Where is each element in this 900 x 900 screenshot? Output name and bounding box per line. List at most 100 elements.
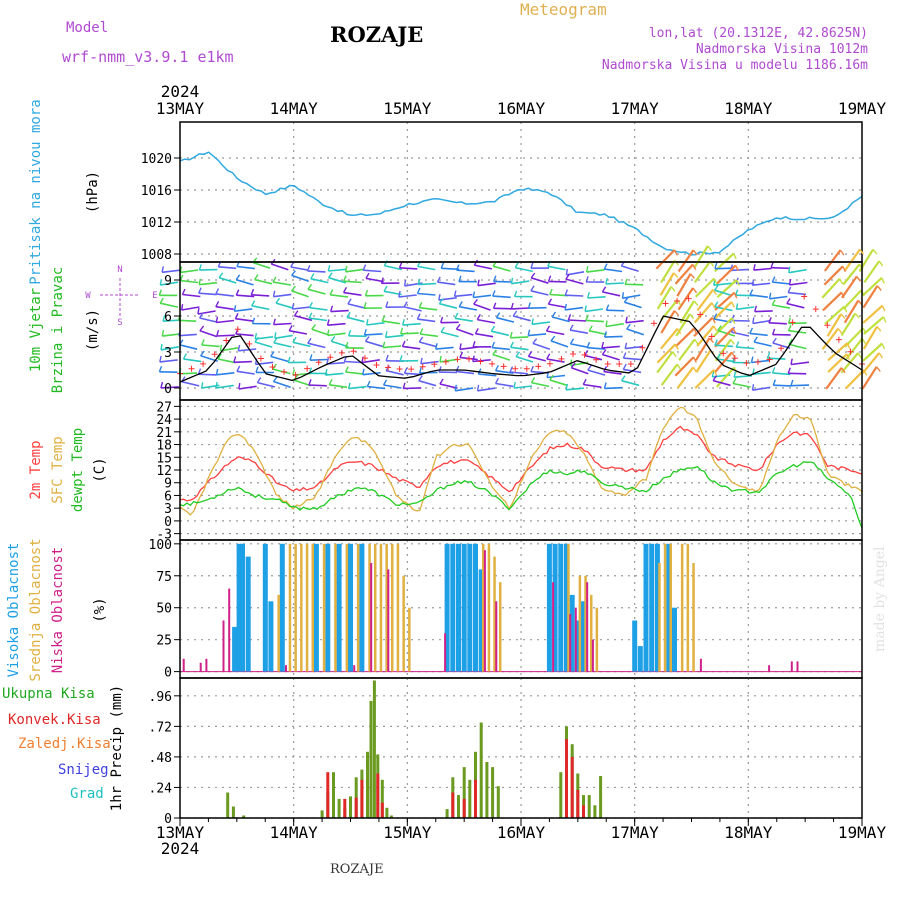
wind-barb — [383, 384, 402, 389]
wind-barb-tick — [309, 354, 313, 361]
y-tick-label: 6 — [164, 489, 172, 504]
wind-barb-tick — [363, 302, 367, 309]
wind-barb — [220, 347, 239, 352]
wind-barb-tick — [328, 272, 333, 279]
wind-barb-tick — [751, 279, 755, 286]
wind-barb-tick — [787, 324, 792, 332]
wind-barb — [551, 316, 570, 323]
wind-barb-tick — [839, 278, 844, 285]
wind-barb — [509, 371, 528, 375]
wind-barb — [366, 322, 385, 326]
wind-barb-tick — [786, 298, 791, 304]
wind-gust-marker — [489, 360, 496, 367]
wind-barb-tick — [601, 349, 607, 355]
cloud-bar-1 — [236, 543, 242, 672]
wind-barb-tick — [476, 384, 480, 391]
wind-barb — [491, 330, 509, 337]
wind-barb-tick — [272, 318, 276, 325]
wind-barb-tick — [215, 381, 218, 389]
cloud-bar-2 — [686, 543, 690, 672]
wind-barb-tick — [361, 356, 364, 363]
wind-barb-tick — [215, 316, 219, 323]
wind-gust-marker — [431, 361, 438, 368]
wind-barb-tick — [565, 273, 570, 280]
wind-barb — [254, 341, 273, 348]
temperature-line-1 — [179, 425, 863, 502]
cloud-bar-3 — [574, 607, 577, 672]
wind-gust-marker — [373, 361, 380, 368]
wind-barb — [233, 360, 252, 364]
wind-barb-tick — [272, 290, 276, 297]
wind-barb-tick — [753, 336, 758, 343]
wind-gust-marker — [801, 293, 808, 300]
cloud-side-label-high: Visoka Oblacnost — [6, 543, 22, 678]
wind-gust-marker — [662, 300, 669, 307]
wind-barb-tick — [713, 369, 718, 376]
wind-barb — [491, 346, 510, 351]
cloud-bar-2 — [311, 543, 314, 672]
wind-barb — [840, 312, 857, 336]
wind-barb — [568, 319, 587, 322]
wind-barb — [402, 345, 421, 350]
cloud-bar-3 — [370, 563, 373, 672]
wind-barb-tick — [326, 329, 330, 336]
wind-barb-tick — [713, 278, 718, 285]
wind-barb — [694, 277, 715, 298]
wind-barb-tick — [713, 313, 718, 320]
wind-gust-marker — [234, 326, 241, 333]
cloud-bar-2 — [368, 543, 371, 672]
wind-barb — [251, 305, 270, 311]
wind-barb-tick — [732, 377, 737, 384]
wind-barb — [824, 305, 846, 325]
wind-barb — [330, 294, 349, 298]
cloud-bar-1 — [581, 601, 586, 672]
cloud-bar-3 — [495, 601, 498, 672]
wind-gust-marker — [847, 348, 854, 355]
wind-barb-tick — [344, 265, 348, 272]
bottom-day-label: 15MAY — [383, 823, 432, 842]
wind-barb-tick — [570, 362, 576, 369]
precip-bar-2 — [376, 773, 380, 818]
precip-bar-1 — [366, 751, 369, 818]
wind-barb — [478, 373, 497, 377]
wind-barb-tick — [621, 375, 626, 382]
wind-barb-tick — [399, 355, 403, 362]
wind-barb — [289, 329, 308, 335]
wind-barb — [605, 322, 624, 328]
wind-gust-marker — [419, 363, 426, 370]
compass-south: S — [117, 318, 122, 328]
wind-barb — [346, 316, 365, 323]
wind-barb — [843, 299, 860, 324]
wind-barb-tick — [438, 366, 442, 373]
wind-barb-tick — [473, 298, 478, 305]
wind-barb — [716, 264, 737, 285]
cloud-bar-2 — [379, 543, 383, 672]
wind-barb-tick — [730, 339, 735, 345]
wind-barb-tick — [509, 366, 514, 373]
wind-barb-tick — [689, 273, 695, 279]
wind-barb — [385, 369, 404, 376]
wind-gust-marker — [442, 358, 449, 365]
wind-barb — [656, 286, 673, 310]
wind-barb — [752, 282, 771, 286]
wind-barb — [307, 342, 326, 349]
wind-barb-tick — [859, 248, 864, 255]
wind-barb — [343, 291, 362, 296]
wind-barb-tick — [382, 341, 386, 348]
wind-barb-tick — [736, 279, 740, 286]
wind-barb — [861, 366, 878, 390]
wind-barb-tick — [347, 329, 352, 337]
wind-barb-tick — [790, 358, 793, 365]
wind-barb-tick — [605, 278, 609, 285]
wind-barb-tick — [416, 287, 421, 294]
wind-barb — [236, 265, 255, 270]
cloud-bar-3 — [790, 661, 793, 672]
wind-barb-tick — [327, 265, 331, 272]
wind-barb — [530, 277, 549, 284]
wind-barb-tick — [458, 275, 462, 282]
precip-bar-1 — [372, 680, 376, 818]
wind-barb-tick — [527, 329, 531, 336]
wind-gust-marker — [327, 354, 334, 361]
wind-barb — [347, 303, 366, 309]
wind-barb-tick — [711, 317, 716, 324]
